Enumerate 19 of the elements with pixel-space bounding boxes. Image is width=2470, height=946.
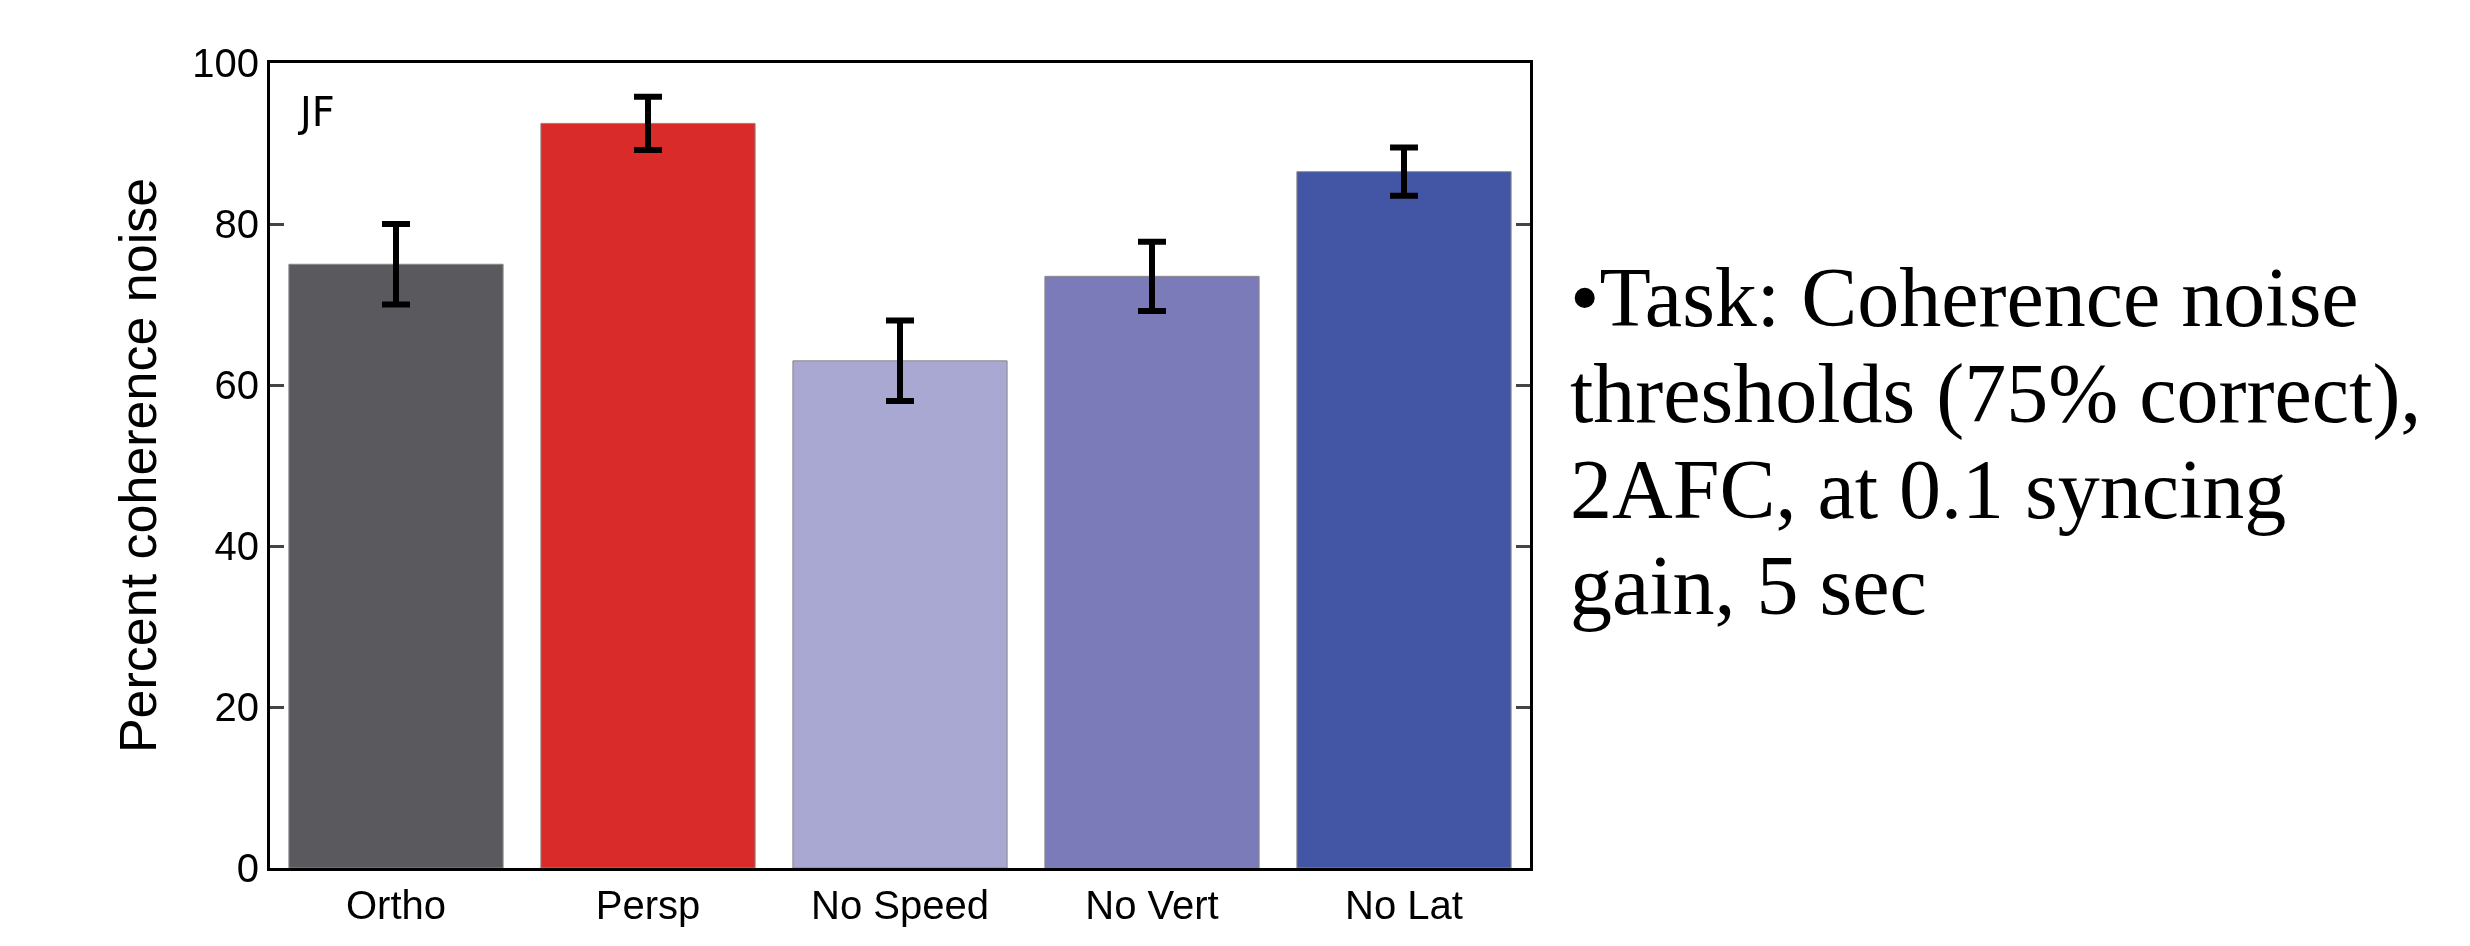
- x-tick-label: Ortho: [345, 883, 447, 927]
- x-tick-label: No Vert: [1085, 883, 1219, 927]
- y-tick-label: 100: [192, 41, 259, 85]
- bar: [288, 263, 504, 868]
- x-tick-label: No Lat: [1345, 883, 1463, 927]
- y-tick-label: 60: [214, 363, 259, 407]
- y-tick-label: 80: [214, 202, 259, 246]
- bar: [540, 122, 756, 868]
- x-tick-label: Persp: [595, 883, 701, 927]
- y-tick-label: 0: [236, 846, 259, 890]
- bar: [1296, 171, 1512, 868]
- bar: [792, 360, 1008, 868]
- bar: [1044, 275, 1260, 868]
- y-tick-label: 40: [214, 524, 259, 568]
- x-tick-label: No Speed: [811, 883, 989, 927]
- y-tick-label: 20: [214, 685, 259, 729]
- annotation: JF: [297, 89, 335, 135]
- text: •Task: Coherence noise thresholds (75% correct), 2AFC, at 0.1 syncing gain, 5 sec: [1570, 250, 2423, 634]
- y-axis-title: Percent coherence noise: [108, 177, 167, 754]
